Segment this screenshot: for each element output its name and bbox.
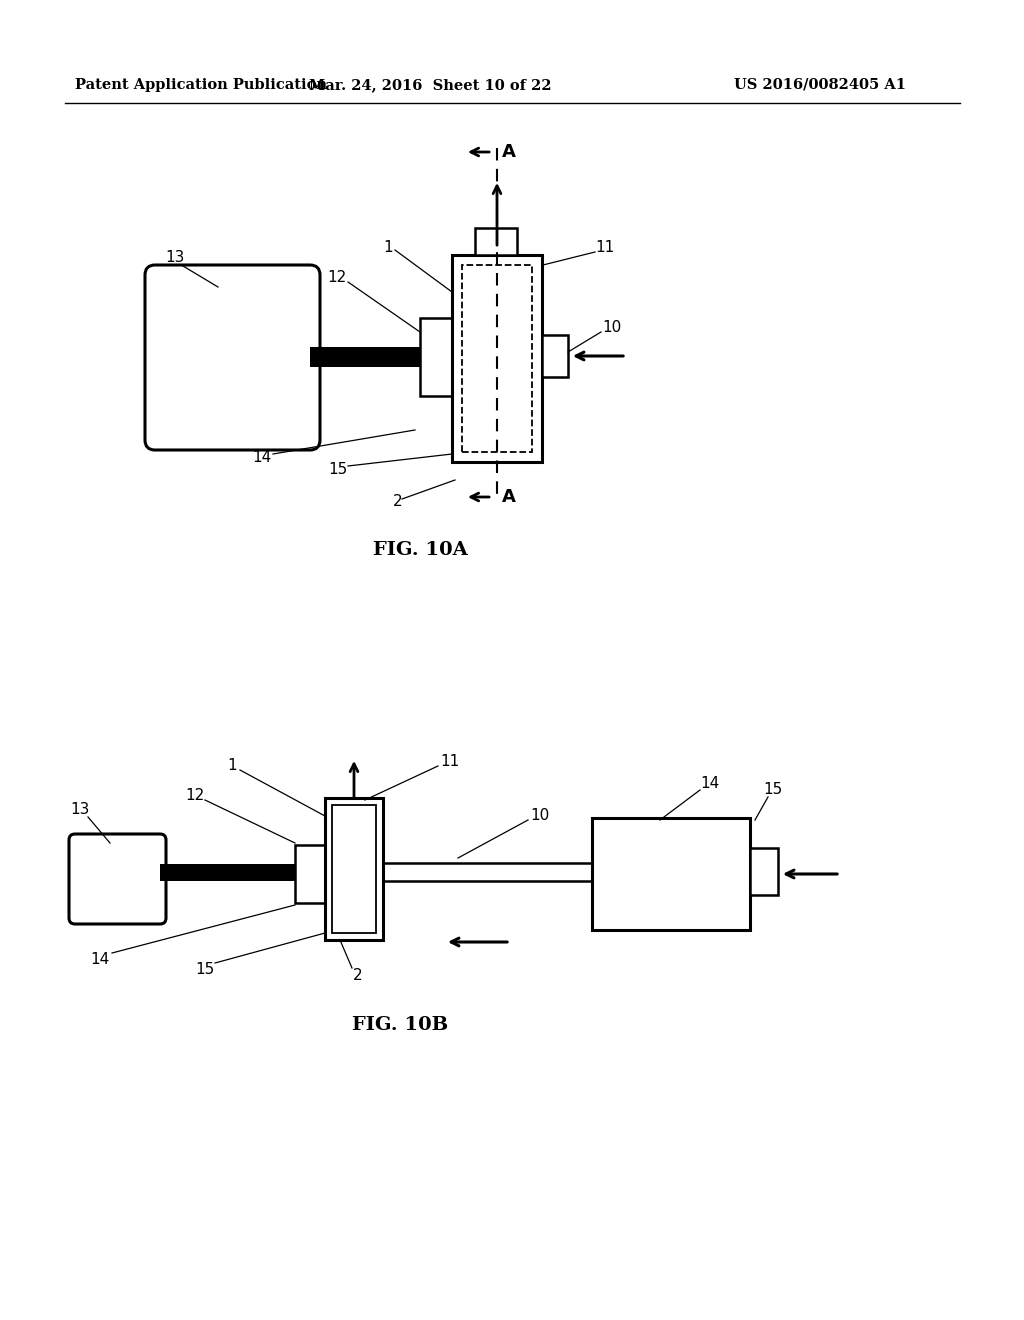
Text: 13: 13 [165,251,184,265]
Bar [452,255,542,462]
Text: 1: 1 [227,758,237,772]
Bar [592,818,750,931]
Text: 10: 10 [530,808,550,822]
FancyBboxPatch shape [145,265,319,450]
Text: 14: 14 [90,953,110,968]
Bar [750,847,778,895]
Text: Mar. 24, 2016  Sheet 10 of 22: Mar. 24, 2016 Sheet 10 of 22 [308,78,551,92]
Bar [160,863,315,880]
Text: 15: 15 [196,962,215,978]
Text: 2: 2 [393,495,402,510]
Bar [332,805,376,933]
Text: 14: 14 [252,450,271,466]
Text: US 2016/0082405 A1: US 2016/0082405 A1 [734,78,906,92]
Text: 10: 10 [602,321,622,335]
Text: 13: 13 [71,803,90,817]
Text: A: A [502,143,516,161]
Text: 11: 11 [440,755,460,770]
Text: 15: 15 [763,783,782,797]
Text: FIG. 10B: FIG. 10B [352,1016,449,1034]
Bar [310,347,465,367]
Bar [462,265,532,451]
Text: 11: 11 [595,240,614,256]
Bar [295,845,327,903]
FancyBboxPatch shape [69,834,166,924]
Text: 2: 2 [353,968,362,982]
Bar [475,228,517,255]
Text: 15: 15 [329,462,347,478]
Text: 14: 14 [700,776,720,791]
Bar [420,318,452,396]
Text: Patent Application Publication: Patent Application Publication [75,78,327,92]
Text: 12: 12 [328,271,347,285]
Bar [542,335,568,378]
Text: 12: 12 [185,788,205,803]
Text: 1: 1 [383,239,393,255]
Bar [325,799,383,940]
Text: FIG. 10A: FIG. 10A [373,541,467,558]
Text: A: A [502,488,516,506]
